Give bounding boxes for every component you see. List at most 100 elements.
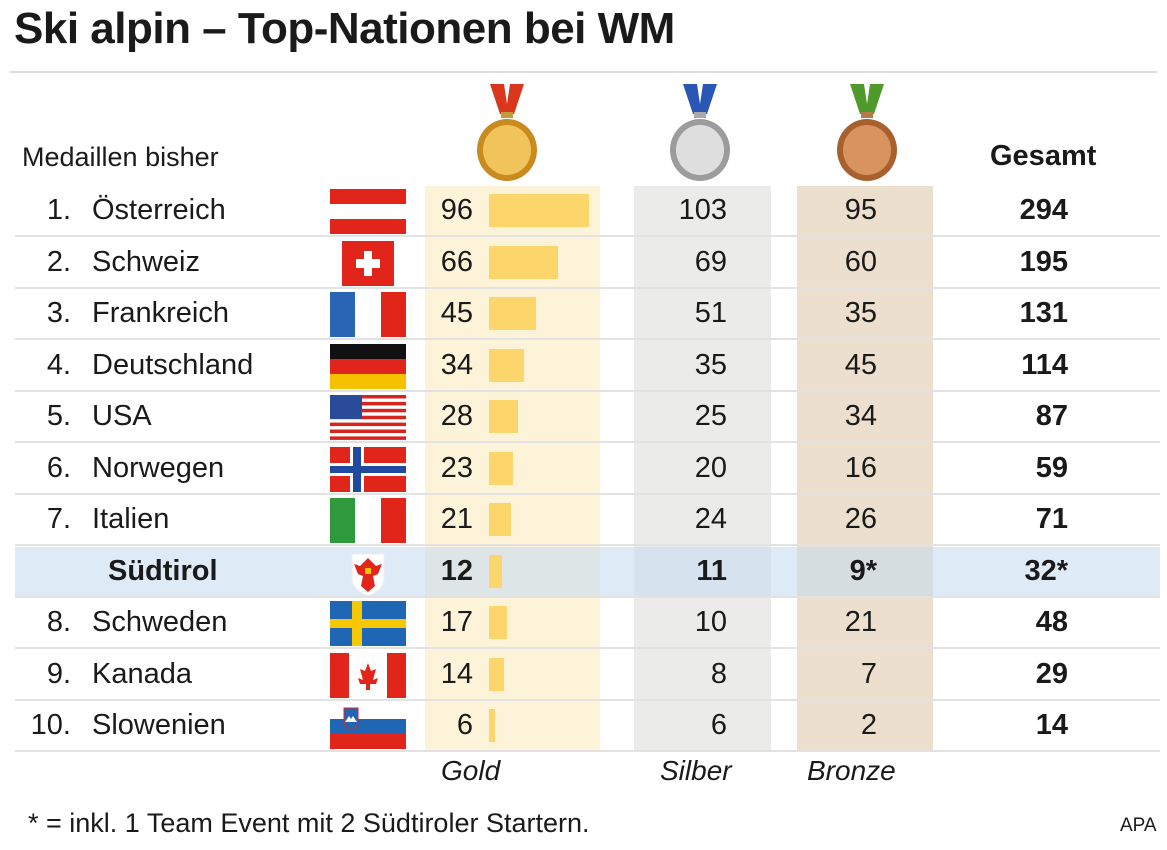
bronze-count: 45 (844, 348, 877, 381)
total-header: Gesamt (990, 140, 1097, 172)
gold-count: 45 (440, 297, 473, 329)
total-count: 14 (1035, 709, 1068, 741)
canada-flag-icon (330, 652, 406, 698)
gold-bar (489, 245, 558, 279)
gold-count: 23 (440, 451, 473, 484)
rank: 6. (46, 451, 71, 484)
rank: 5. (46, 400, 71, 432)
total-count: 114 (1021, 348, 1068, 381)
rank: 7. (46, 503, 71, 535)
nation-name: Italien (92, 503, 170, 535)
rank: 2. (46, 245, 71, 278)
gold-count: 28 (440, 400, 473, 432)
footnote: * = inkl. 1 Team Event mit 2 Südtiroler … (28, 808, 590, 838)
bronze-column-background (797, 186, 933, 752)
nation-name: Schweden (92, 606, 228, 638)
silver-count: 10 (694, 606, 727, 638)
gold-count: 6 (456, 709, 473, 741)
medals-header: Medaillen bisher (22, 142, 219, 172)
title-divider (10, 71, 1157, 73)
gold-column-label: Gold (441, 755, 501, 786)
bronze-count: 16 (844, 451, 877, 484)
total-count: 87 (1035, 400, 1068, 432)
table-row: 4. Deutschland 34 35 45 114 (15, 341, 1160, 392)
table-row: 3. Frankreich 45 51 35 131 (15, 289, 1160, 340)
gold-bar (489, 709, 496, 742)
rank: 4. (46, 348, 71, 381)
gold-count: 96 (440, 194, 473, 226)
bronze-count: 34 (844, 400, 877, 432)
slovenia-flag-icon (330, 704, 406, 749)
total-count: 195 (1019, 245, 1068, 278)
table-row: 7. Italien 21 24 26 71 (15, 495, 1160, 546)
nation-name: Norwegen (92, 451, 225, 484)
silver-count: 51 (694, 297, 727, 329)
table-row: 5. USA 28 25 34 87 (15, 392, 1160, 443)
nation-name: Österreich (92, 194, 226, 226)
table-row: 6. Norwegen 23 20 16 59 (15, 444, 1160, 495)
nation-name: Kanada (92, 657, 192, 690)
gold-count: 14 (440, 657, 473, 690)
total-count: 71 (1035, 503, 1068, 535)
rank (15, 547, 71, 596)
rank: 10. (30, 709, 71, 741)
bronze-count: 21 (844, 606, 877, 638)
gold-bar (489, 606, 507, 639)
nation-name: USA (92, 400, 152, 432)
suedtirol-coat-of-arms-icon (351, 553, 385, 595)
table-row: 1. Österreich 96 103 95 294 (15, 186, 1160, 237)
gold-bar (489, 451, 513, 485)
total-count: 29 (1035, 657, 1068, 690)
silver-medal-icon (670, 84, 730, 181)
gold-bar (489, 657, 504, 691)
silver-count: 20 (694, 451, 727, 484)
total-count: 294 (1019, 194, 1068, 226)
nation-name: Frankreich (92, 297, 229, 329)
nation-name: Südtirol (108, 554, 218, 587)
table-row: Südtirol 12 11 9* 32* (15, 546, 1160, 598)
gold-bar (489, 503, 511, 536)
nation-name: Deutschland (92, 348, 254, 381)
gold-bar (489, 400, 519, 433)
gold-medal-icon (477, 84, 537, 181)
bronze-count: 7 (860, 657, 877, 690)
gold-bar (489, 297, 536, 330)
rank: 1. (46, 194, 71, 226)
silver-count: 103 (678, 194, 727, 226)
bronze-count: 9* (849, 554, 877, 587)
page-title: Ski alpin – Top-Nationen bei WM (14, 4, 675, 53)
table-row: 9. Kanada 14 8 7 29 (15, 650, 1160, 701)
total-count: 131 (1019, 297, 1068, 329)
austria-flag-icon (330, 189, 406, 234)
gold-count: 17 (440, 606, 473, 638)
italy-flag-icon (330, 498, 406, 543)
gold-count: 21 (440, 503, 473, 535)
total-count: 59 (1035, 451, 1068, 484)
silver-count: 25 (694, 400, 727, 432)
germany-flag-icon (330, 343, 406, 389)
bronze-medal-icon (837, 84, 897, 181)
gold-count: 34 (440, 348, 473, 381)
table-row: 8. Schweden 17 10 21 48 (15, 598, 1160, 649)
usa-flag-icon (330, 395, 406, 440)
rank: 3. (46, 297, 71, 329)
bronze-column-label: Bronze (807, 755, 896, 786)
bronze-count: 95 (844, 194, 877, 226)
sweden-flag-icon (330, 601, 406, 646)
source-credit: APA (1120, 815, 1157, 836)
gold-bar (489, 554, 502, 588)
nation-name: Schweiz (92, 245, 200, 278)
norway-flag-icon (330, 446, 406, 492)
bronze-count: 35 (844, 297, 877, 329)
total-count: 32* (1024, 554, 1068, 587)
silver-count: 6 (710, 709, 727, 741)
bronze-count: 2 (860, 709, 877, 741)
silver-count: 35 (694, 348, 727, 381)
rank: 8. (46, 606, 71, 638)
silver-column-label: Silber (660, 755, 732, 786)
switzerland-flag-icon (342, 240, 394, 286)
gold-count: 12 (440, 554, 473, 587)
gold-bar (489, 348, 525, 382)
silver-count: 24 (694, 503, 727, 535)
